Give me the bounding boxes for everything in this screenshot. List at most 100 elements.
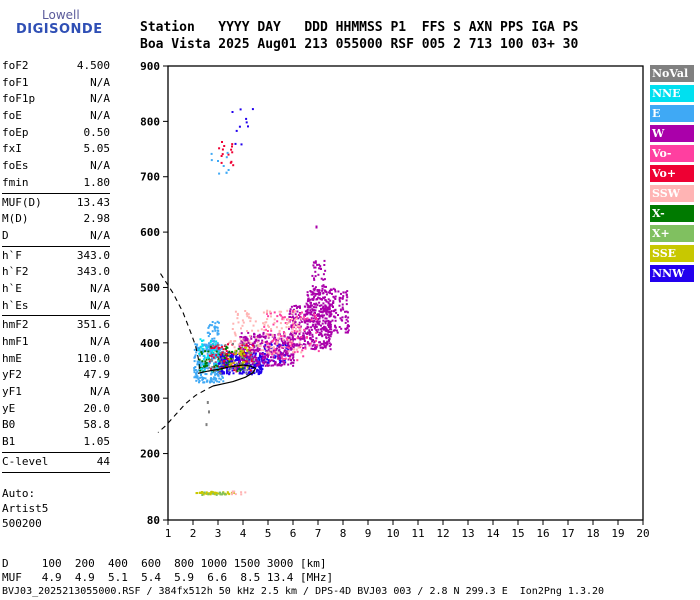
data-point-ssw <box>295 323 298 326</box>
data-point-w <box>317 328 320 331</box>
data-point-w <box>295 344 298 347</box>
data-point-w <box>302 343 305 346</box>
data-point-x <box>219 491 222 494</box>
data-point-nne <box>210 339 212 342</box>
data-point-w <box>341 306 344 309</box>
data-point-noval <box>240 362 243 365</box>
auto-version: 500200 <box>2 517 42 530</box>
data-point-e <box>212 371 215 374</box>
legend-item-ssw: SSW <box>650 185 694 202</box>
data-point-nnw <box>248 366 251 368</box>
data-point-w <box>341 316 344 319</box>
data-point-e <box>210 152 213 155</box>
data-point-w <box>269 342 271 345</box>
data-point-ssw <box>242 321 245 324</box>
data-point-w <box>299 325 302 328</box>
data-point-e <box>222 380 225 383</box>
data-point-e <box>205 343 208 346</box>
data-point-w <box>263 345 266 348</box>
data-point-vo <box>293 351 296 354</box>
param-label: D <box>2 228 9 242</box>
data-point-e <box>208 325 211 328</box>
data-point-w <box>305 302 308 305</box>
data-point-vo <box>288 357 291 360</box>
data-point-w <box>327 298 330 301</box>
data-point-w <box>260 335 263 338</box>
data-point-w <box>247 356 250 359</box>
data-point-e <box>207 346 210 349</box>
data-point-nnw <box>226 364 229 366</box>
data-point-w <box>294 313 297 316</box>
data-point-w <box>297 335 300 338</box>
data-point-w <box>323 341 326 344</box>
data-point-x <box>221 493 223 496</box>
data-point-e <box>211 330 214 333</box>
data-point-vo <box>226 365 229 368</box>
data-point-nne <box>201 340 203 342</box>
data-point-vo <box>215 354 218 357</box>
data-point-nnw <box>223 358 226 361</box>
data-point-w <box>273 334 276 336</box>
data-point-ssw <box>233 346 236 349</box>
data-point-vo <box>315 339 317 342</box>
data-point-ssw <box>272 334 275 337</box>
data-point-w <box>312 306 315 309</box>
profile-line-dashed-upper <box>160 273 200 371</box>
data-point-w <box>325 300 328 303</box>
data-point-nne <box>202 358 205 361</box>
data-point-vo <box>264 328 267 331</box>
data-point-vo <box>317 350 320 353</box>
data-point-w <box>252 357 255 360</box>
data-point-vo <box>233 366 236 368</box>
data-point-e <box>219 348 222 351</box>
data-point-w <box>320 307 322 310</box>
data-point-w <box>325 327 328 330</box>
data-point-e <box>210 373 213 376</box>
data-point-vo <box>292 326 294 328</box>
data-point-e <box>213 340 216 343</box>
data-point-w <box>275 348 277 351</box>
data-point-w <box>319 267 322 270</box>
data-point-ssw <box>246 330 248 332</box>
param-label: foEp <box>2 125 29 139</box>
data-point-nnw <box>248 358 251 361</box>
data-point-e <box>195 347 198 350</box>
data-point-nnw <box>220 359 223 361</box>
data-point-nnw <box>259 371 262 374</box>
data-point-nnw <box>231 356 234 359</box>
data-point-w <box>325 305 328 308</box>
data-point-w <box>317 314 319 317</box>
data-point-w <box>325 330 328 333</box>
y-tick-label: 600 <box>140 226 160 239</box>
data-point-w <box>332 329 335 332</box>
data-point-vo <box>222 363 225 366</box>
data-point-w <box>286 352 289 355</box>
data-point-sse <box>245 346 248 349</box>
data-point-w <box>293 344 296 347</box>
data-point-ssw <box>291 330 293 333</box>
data-point-e <box>203 356 206 359</box>
data-point-ssw <box>267 324 269 327</box>
data-point-nnw <box>254 366 256 369</box>
data-point-e <box>226 151 229 154</box>
data-point-vo <box>314 316 317 319</box>
data-point-e <box>213 381 215 384</box>
data-point-w <box>344 331 347 334</box>
data-point-nnw <box>235 129 238 132</box>
x-tick-label: 12 <box>436 527 449 540</box>
data-point-w <box>346 290 349 293</box>
data-point-w <box>345 328 348 331</box>
data-point-w <box>267 353 270 356</box>
data-point-vo <box>303 329 306 331</box>
data-point-vo <box>315 318 318 321</box>
y-tick-label: 500 <box>140 281 160 294</box>
param-label: foF1 <box>2 75 29 89</box>
data-point-w <box>316 298 319 301</box>
data-point-e <box>217 374 220 377</box>
data-point-vo <box>270 329 273 332</box>
data-point-e <box>221 376 224 379</box>
data-point-nnw <box>235 359 238 362</box>
data-point-noval <box>218 369 221 372</box>
param-row: D N/A <box>2 228 110 245</box>
data-point-w <box>315 345 318 348</box>
